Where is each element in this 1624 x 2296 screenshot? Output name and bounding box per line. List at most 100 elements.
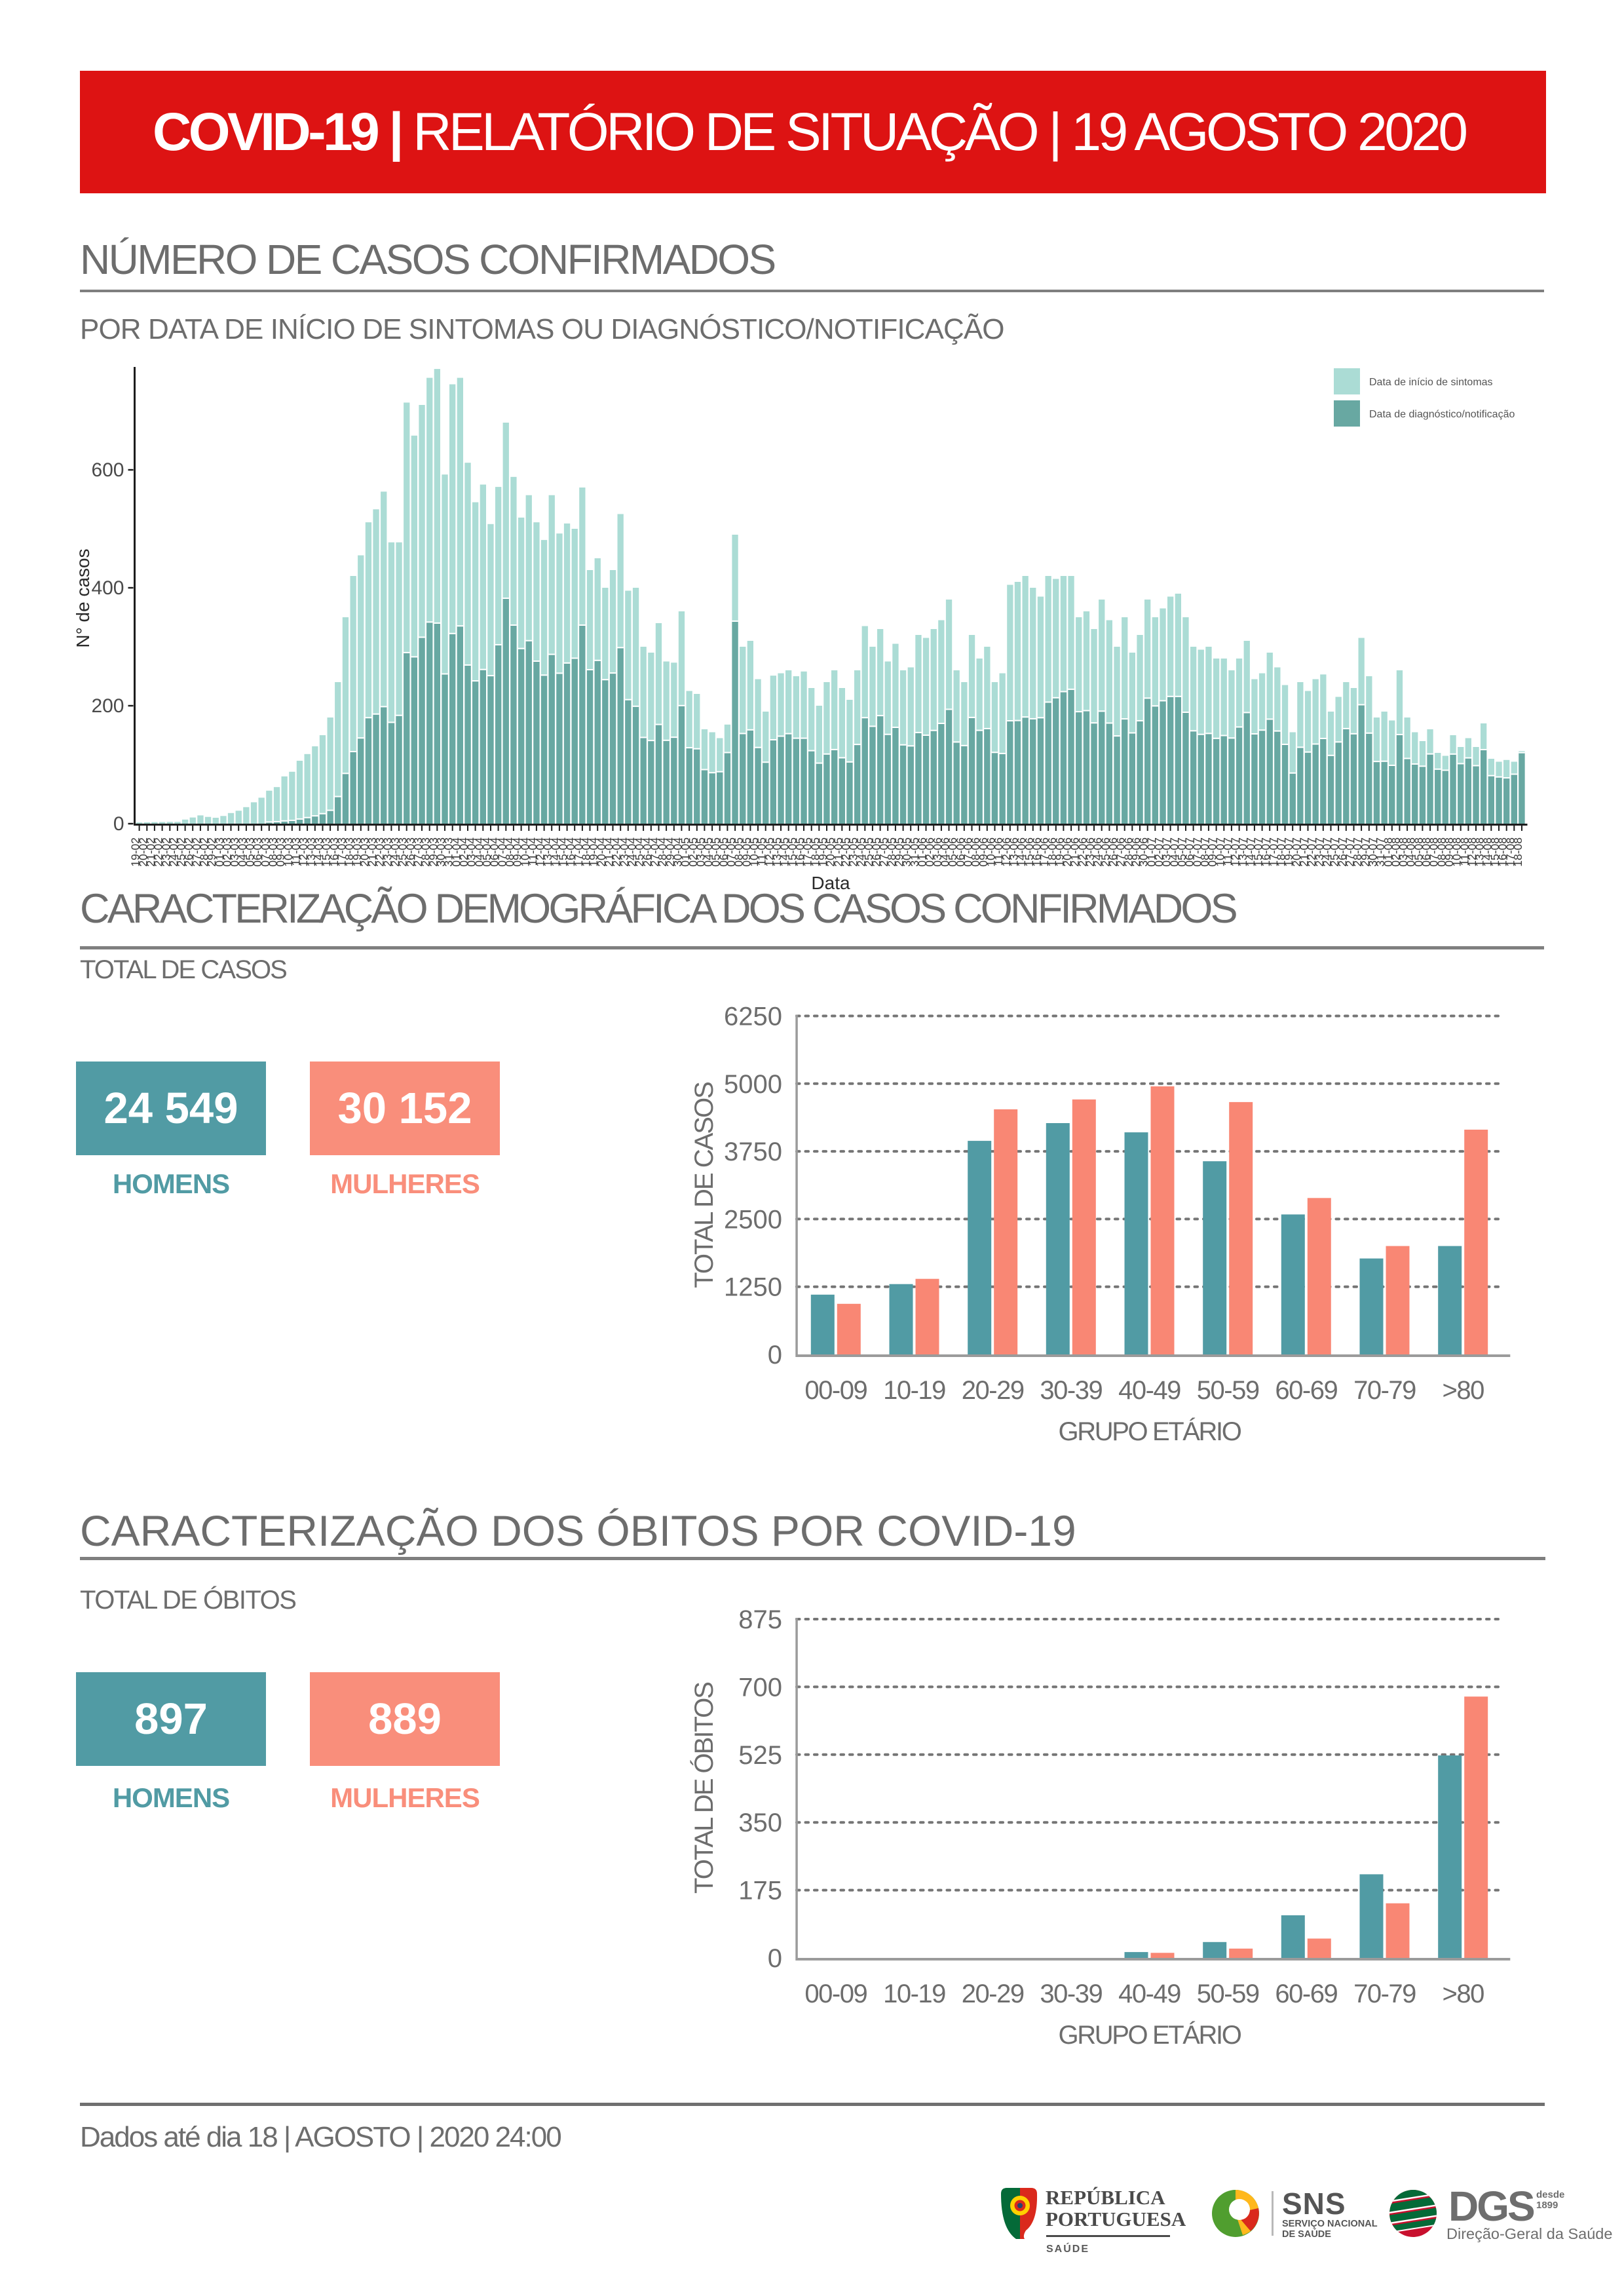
svg-text:02-08: 02-08 <box>1389 837 1402 867</box>
svg-text:16-07: 16-07 <box>1259 837 1272 867</box>
svg-text:10-06: 10-06 <box>985 837 998 867</box>
svg-text:06-04: 06-04 <box>488 837 501 867</box>
svg-text:700: 700 <box>738 1673 782 1702</box>
svg-text:21-05: 21-05 <box>831 837 844 867</box>
svg-text:09-05: 09-05 <box>740 837 753 867</box>
svg-text:07-04: 07-04 <box>495 837 508 867</box>
svg-text:22-04: 22-04 <box>610 837 623 867</box>
svg-text:01-03: 01-03 <box>213 837 226 867</box>
svg-text:03-07: 03-07 <box>1160 837 1173 867</box>
svg-text:13-06: 13-06 <box>1008 837 1021 867</box>
svg-text:60-69: 60-69 <box>1275 1980 1337 2008</box>
svg-text:GRUPO ETÁRIO: GRUPO ETÁRIO <box>1059 2020 1241 2050</box>
svg-text:28-04: 28-04 <box>656 837 669 867</box>
svg-text:02-05: 02-05 <box>687 837 700 867</box>
svg-text:07-06: 07-06 <box>962 837 975 867</box>
svg-text:17-03: 17-03 <box>335 837 348 867</box>
svg-text:30-07: 30-07 <box>1366 837 1379 867</box>
svg-text:27-02: 27-02 <box>190 837 203 867</box>
svg-text:03-08: 03-08 <box>1397 837 1410 867</box>
svg-text:0: 0 <box>768 1341 782 1369</box>
svg-text:24-04: 24-04 <box>626 837 639 867</box>
svg-text:20-07: 20-07 <box>1290 837 1303 867</box>
svg-text:20-03: 20-03 <box>358 837 371 867</box>
svg-text:11-06: 11-06 <box>992 837 1005 866</box>
svg-text:14-03: 14-03 <box>312 837 326 867</box>
svg-text:21-04: 21-04 <box>603 837 616 867</box>
svg-text:26-07: 26-07 <box>1336 837 1349 867</box>
svg-text:04-08: 04-08 <box>1405 837 1418 867</box>
svg-text:05-06: 05-06 <box>946 837 959 867</box>
svg-text:11-04: 11-04 <box>526 837 539 866</box>
svg-text:70-79: 70-79 <box>1353 1376 1416 1405</box>
svg-text:01-05: 01-05 <box>679 837 692 867</box>
svg-text:04-07: 04-07 <box>1167 837 1180 867</box>
svg-text:31-05: 31-05 <box>908 837 921 867</box>
svg-text:01-08: 01-08 <box>1382 837 1395 867</box>
svg-text:Data: Data <box>811 873 850 893</box>
svg-text:18-07: 18-07 <box>1275 837 1288 867</box>
svg-text:19-05: 19-05 <box>816 837 829 867</box>
svg-text:>80: >80 <box>1443 1376 1484 1405</box>
svg-text:23-03: 23-03 <box>381 837 394 867</box>
svg-text:26-02: 26-02 <box>182 837 195 867</box>
svg-text:31-07: 31-07 <box>1374 837 1387 867</box>
svg-text:23-02: 23-02 <box>159 837 172 867</box>
svg-text:70-79: 70-79 <box>1353 1980 1416 2008</box>
svg-text:24-02: 24-02 <box>167 837 180 867</box>
svg-text:06-03: 06-03 <box>251 837 264 867</box>
svg-text:875: 875 <box>738 1605 782 1634</box>
svg-text:17-05: 17-05 <box>801 837 814 867</box>
svg-text:6250: 6250 <box>724 1003 782 1031</box>
svg-text:14-07: 14-07 <box>1244 837 1257 867</box>
svg-text:00-09: 00-09 <box>804 1980 867 2008</box>
svg-text:14-04: 14-04 <box>549 837 562 867</box>
svg-text:TOTAL DE ÓBITOS: TOTAL DE ÓBITOS <box>689 1683 719 1894</box>
svg-text:06-07: 06-07 <box>1183 837 1196 867</box>
svg-text:5000: 5000 <box>724 1070 782 1099</box>
svg-text:16-06: 16-06 <box>1030 837 1043 867</box>
svg-text:27-03: 27-03 <box>411 837 425 867</box>
svg-text:17-06: 17-06 <box>1038 837 1051 867</box>
svg-text:02-07: 02-07 <box>1152 837 1165 867</box>
svg-text:05-08: 05-08 <box>1412 837 1425 867</box>
svg-text:12-05: 12-05 <box>763 837 776 867</box>
svg-text:06-06: 06-06 <box>954 837 967 867</box>
svg-text:11-05: 11-05 <box>755 837 768 866</box>
svg-text:09-04: 09-04 <box>511 837 524 867</box>
svg-text:19-04: 19-04 <box>587 837 600 867</box>
svg-text:13-03: 13-03 <box>305 837 318 867</box>
svg-text:08-03: 08-03 <box>267 837 280 867</box>
svg-text:13-05: 13-05 <box>770 837 784 867</box>
svg-text:01-06: 01-06 <box>916 837 929 867</box>
svg-text:09-08: 09-08 <box>1443 837 1456 867</box>
svg-text:16-05: 16-05 <box>793 837 806 867</box>
svg-text:24-05: 24-05 <box>854 837 867 867</box>
svg-text:20-06: 20-06 <box>1061 837 1074 867</box>
svg-text:0: 0 <box>768 1944 782 1973</box>
svg-text:12-07: 12-07 <box>1229 837 1242 867</box>
svg-text:10-19: 10-19 <box>883 1376 945 1405</box>
svg-text:60-69: 60-69 <box>1275 1376 1337 1405</box>
svg-text:23-04: 23-04 <box>618 837 631 867</box>
svg-text:30-39: 30-39 <box>1040 1980 1102 2008</box>
svg-text:21-07: 21-07 <box>1298 837 1311 867</box>
svg-text:Data de diagnóstico/notificaçã: Data de diagnóstico/notificação <box>1369 409 1515 420</box>
svg-text:10-03: 10-03 <box>282 837 295 867</box>
svg-text:26-04: 26-04 <box>641 837 654 867</box>
svg-text:29-07: 29-07 <box>1359 837 1372 867</box>
svg-text:17-07: 17-07 <box>1267 837 1280 867</box>
svg-text:23-06: 23-06 <box>1084 837 1097 867</box>
svg-text:20-29: 20-29 <box>962 1980 1024 2008</box>
svg-text:525: 525 <box>738 1741 782 1770</box>
svg-text:20-05: 20-05 <box>824 837 837 867</box>
svg-text:15-05: 15-05 <box>785 837 799 867</box>
svg-text:02-06: 02-06 <box>923 837 936 867</box>
svg-text:15-08: 15-08 <box>1488 837 1501 867</box>
svg-text:03-05: 03-05 <box>694 837 707 867</box>
svg-text:25-04: 25-04 <box>633 837 646 867</box>
svg-text:25-07: 25-07 <box>1328 837 1341 867</box>
svg-text:25-06: 25-06 <box>1099 837 1112 867</box>
svg-text:18-06: 18-06 <box>1046 837 1059 867</box>
svg-text:TOTAL DE CASOS: TOTAL DE CASOS <box>690 1082 719 1288</box>
